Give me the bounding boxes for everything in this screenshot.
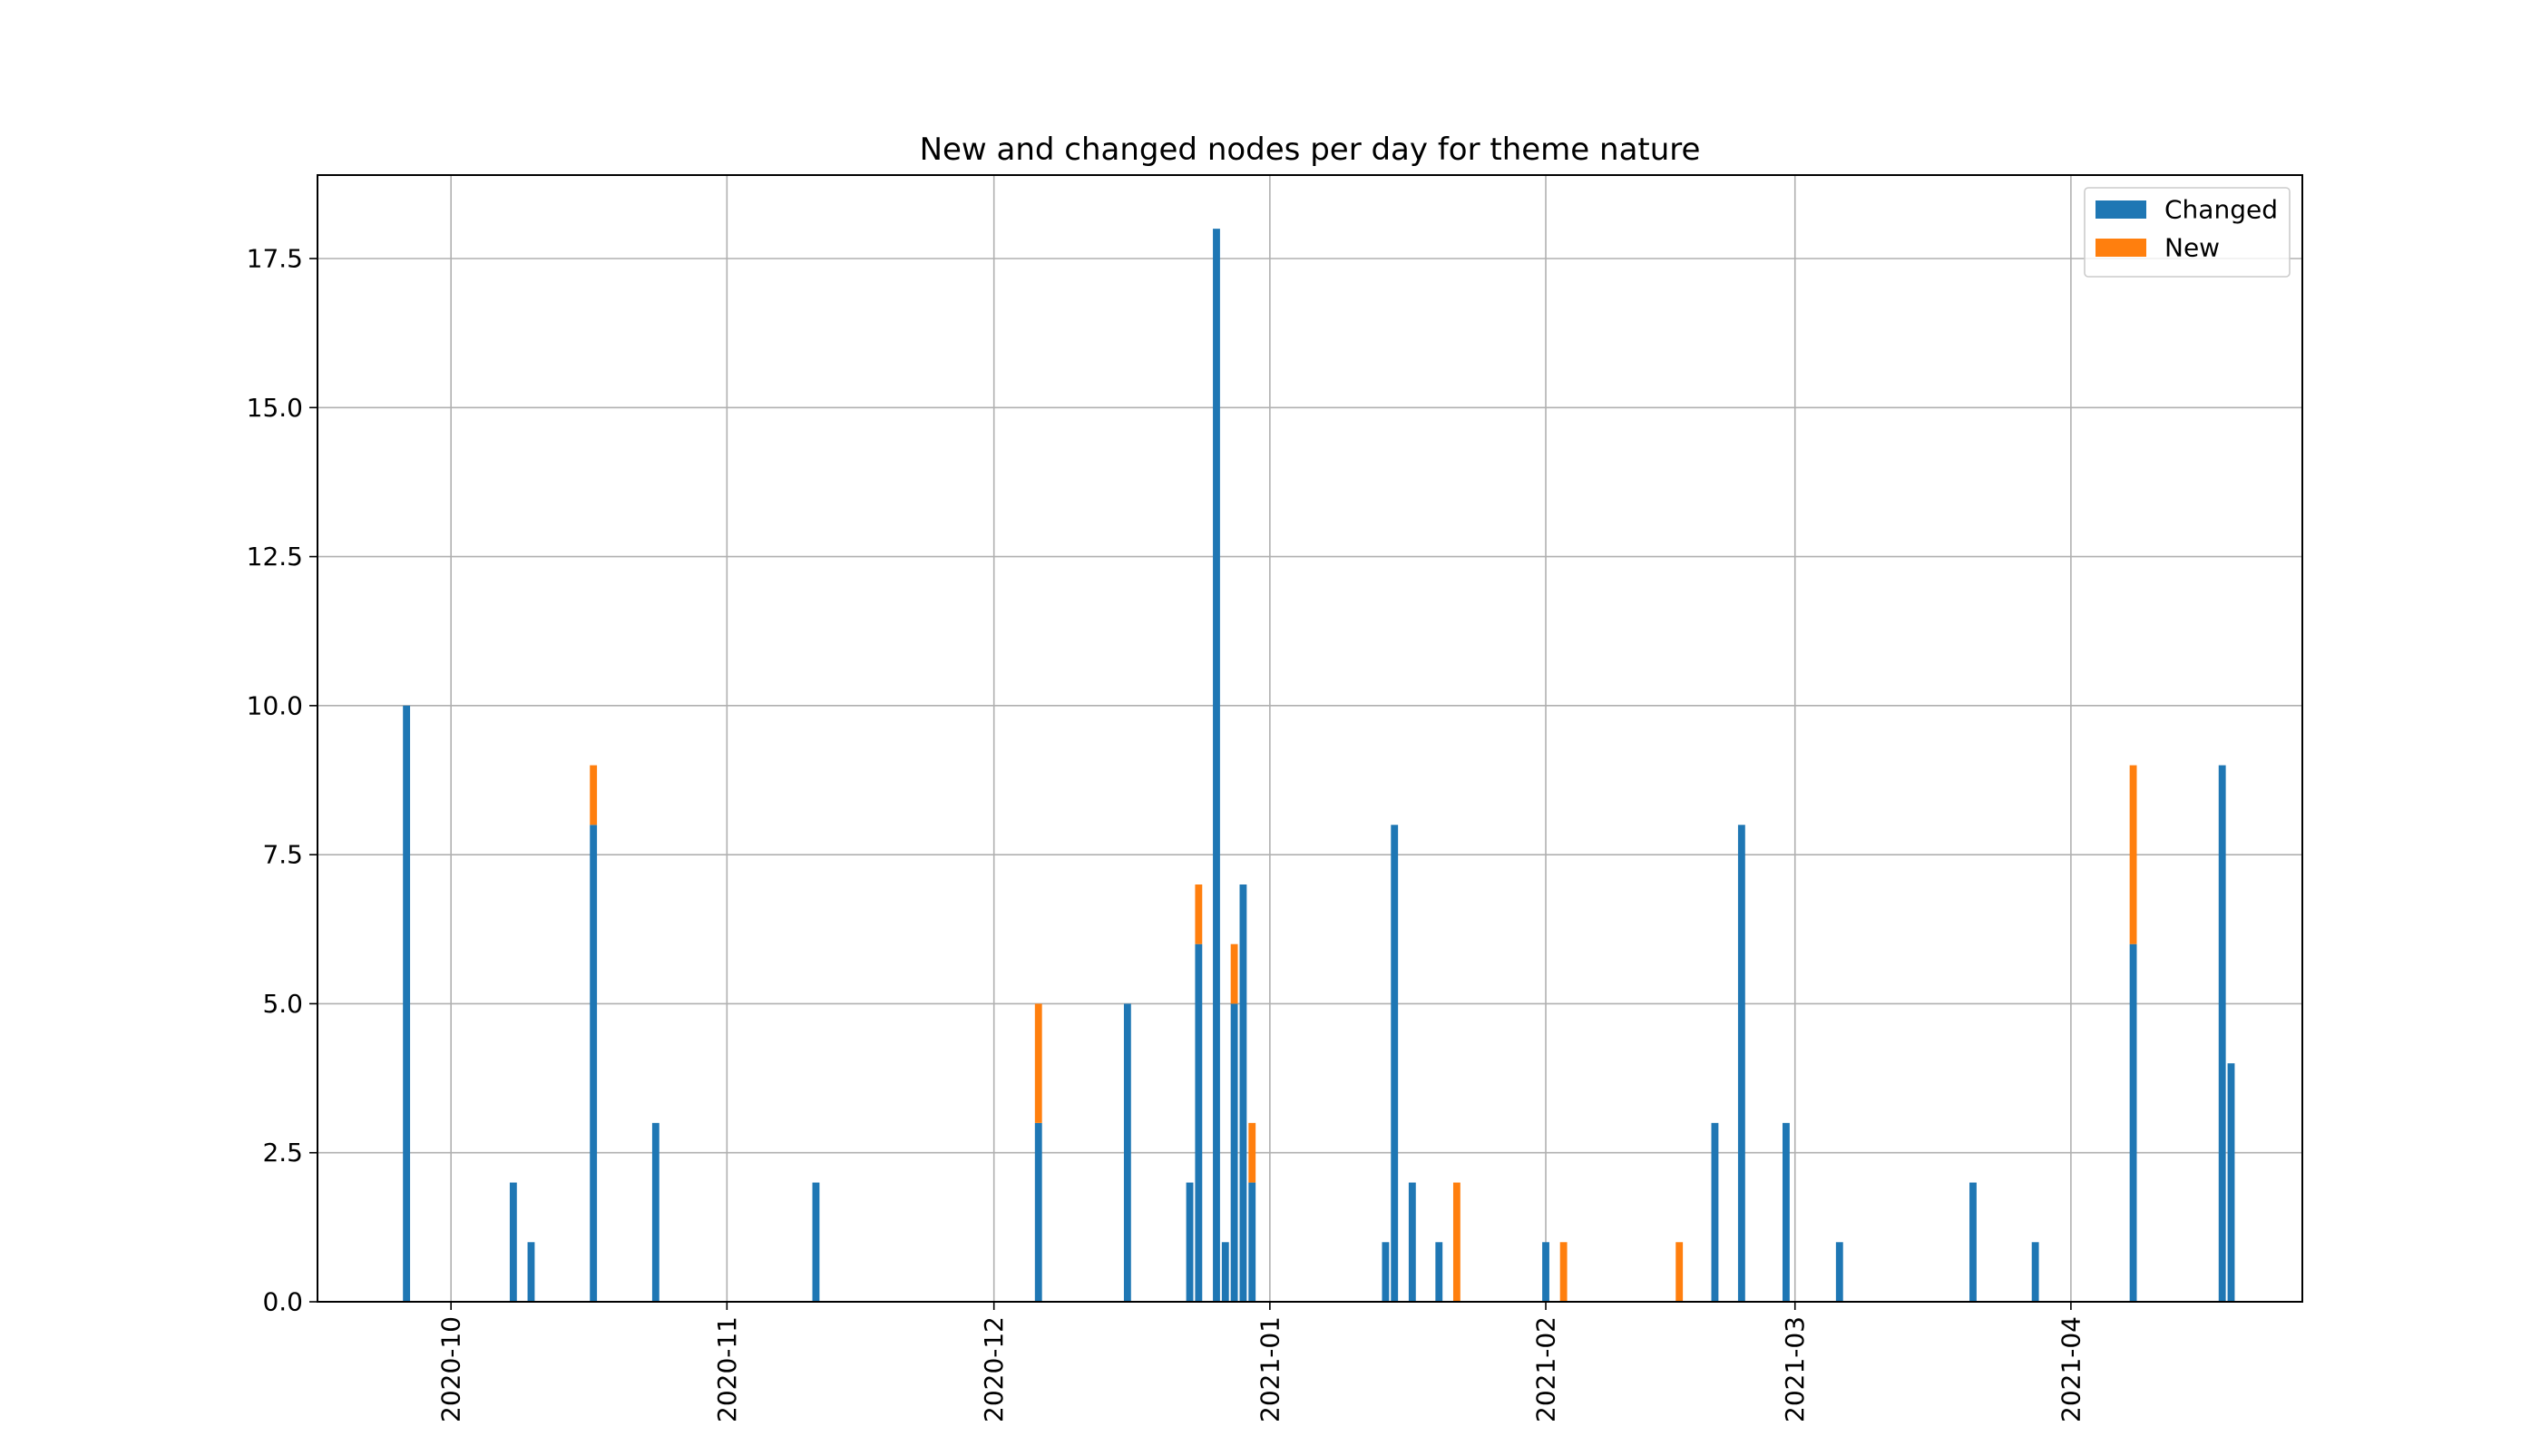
chart-title: New and changed nodes per day for theme …	[920, 132, 1701, 168]
y-tick-label: 7.5	[262, 840, 303, 870]
bar-changed	[1230, 1003, 1238, 1302]
y-tick-label: 0.0	[262, 1287, 303, 1317]
bar-changed	[1782, 1122, 1790, 1302]
bar-new	[1248, 1122, 1256, 1183]
x-tick-label: 2020-11	[712, 1316, 742, 1422]
x-tick-label: 2020-10	[436, 1316, 466, 1422]
bar-changed	[2227, 1063, 2235, 1302]
y-tick-label: 5.0	[262, 989, 303, 1019]
bar-changed	[2218, 765, 2226, 1302]
bar-changed	[1221, 1242, 1229, 1302]
bar-changed	[1835, 1242, 1843, 1302]
bar-changed	[1408, 1182, 1416, 1302]
bar-changed	[1391, 825, 1399, 1302]
bar-changed	[1123, 1003, 1131, 1302]
bar-changed	[1435, 1242, 1443, 1302]
y-tick-label: 17.5	[247, 244, 303, 274]
legend-swatch-new	[2096, 239, 2146, 257]
bar-new	[1675, 1242, 1684, 1302]
x-tick-label: 2021-02	[1531, 1316, 1561, 1422]
bar-changed	[2031, 1242, 2039, 1302]
bars	[403, 229, 2235, 1303]
x-tick-label: 2021-03	[1780, 1316, 1810, 1422]
bar-new	[2129, 765, 2137, 944]
y-tick-label: 15.0	[247, 393, 303, 423]
bar-changed	[1737, 825, 1745, 1302]
plot-frame	[317, 174, 2303, 1303]
bar-new	[1230, 943, 1238, 1004]
bar-changed	[509, 1182, 517, 1302]
bar-changed	[1186, 1182, 1194, 1302]
bar-changed	[1248, 1182, 1256, 1302]
bar-changed	[1195, 943, 1203, 1302]
y-tick-label: 10.0	[247, 690, 303, 720]
x-tick-label: 2021-04	[2056, 1316, 2086, 1422]
bar-new	[1195, 884, 1203, 944]
bar-changed	[812, 1182, 820, 1302]
legend-label-changed: Changed	[2164, 195, 2278, 225]
y-tick-label: 2.5	[262, 1138, 303, 1168]
bar-new	[1452, 1182, 1460, 1302]
bar-changed	[1969, 1182, 1977, 1302]
bar-changed	[403, 705, 411, 1302]
x-tick-label: 2020-12	[979, 1316, 1009, 1422]
axes: 2020-10 2020-11 2020-12 2021-01 2021-02 2021-…	[247, 244, 2086, 1423]
bar-changed	[1711, 1122, 1719, 1302]
y-tick-label: 12.5	[247, 542, 303, 572]
bar-changed	[2129, 943, 2137, 1302]
bar-changed	[590, 825, 598, 1302]
bar-changed	[527, 1242, 535, 1302]
legend: Changed New	[2084, 187, 2291, 278]
bar-changed	[1213, 229, 1220, 1303]
bar-new	[1559, 1242, 1568, 1302]
bar-changed	[1382, 1242, 1390, 1302]
bar-changed	[1239, 884, 1247, 1302]
bar-new	[590, 765, 598, 826]
legend-label-new: New	[2164, 233, 2220, 263]
bar-changed	[1034, 1122, 1042, 1302]
bar-changed	[651, 1122, 659, 1302]
bar-new	[1034, 1003, 1042, 1123]
x-tick-label: 2021-01	[1255, 1316, 1285, 1422]
legend-swatch-changed	[2096, 200, 2146, 219]
bar-changed	[1542, 1242, 1549, 1302]
